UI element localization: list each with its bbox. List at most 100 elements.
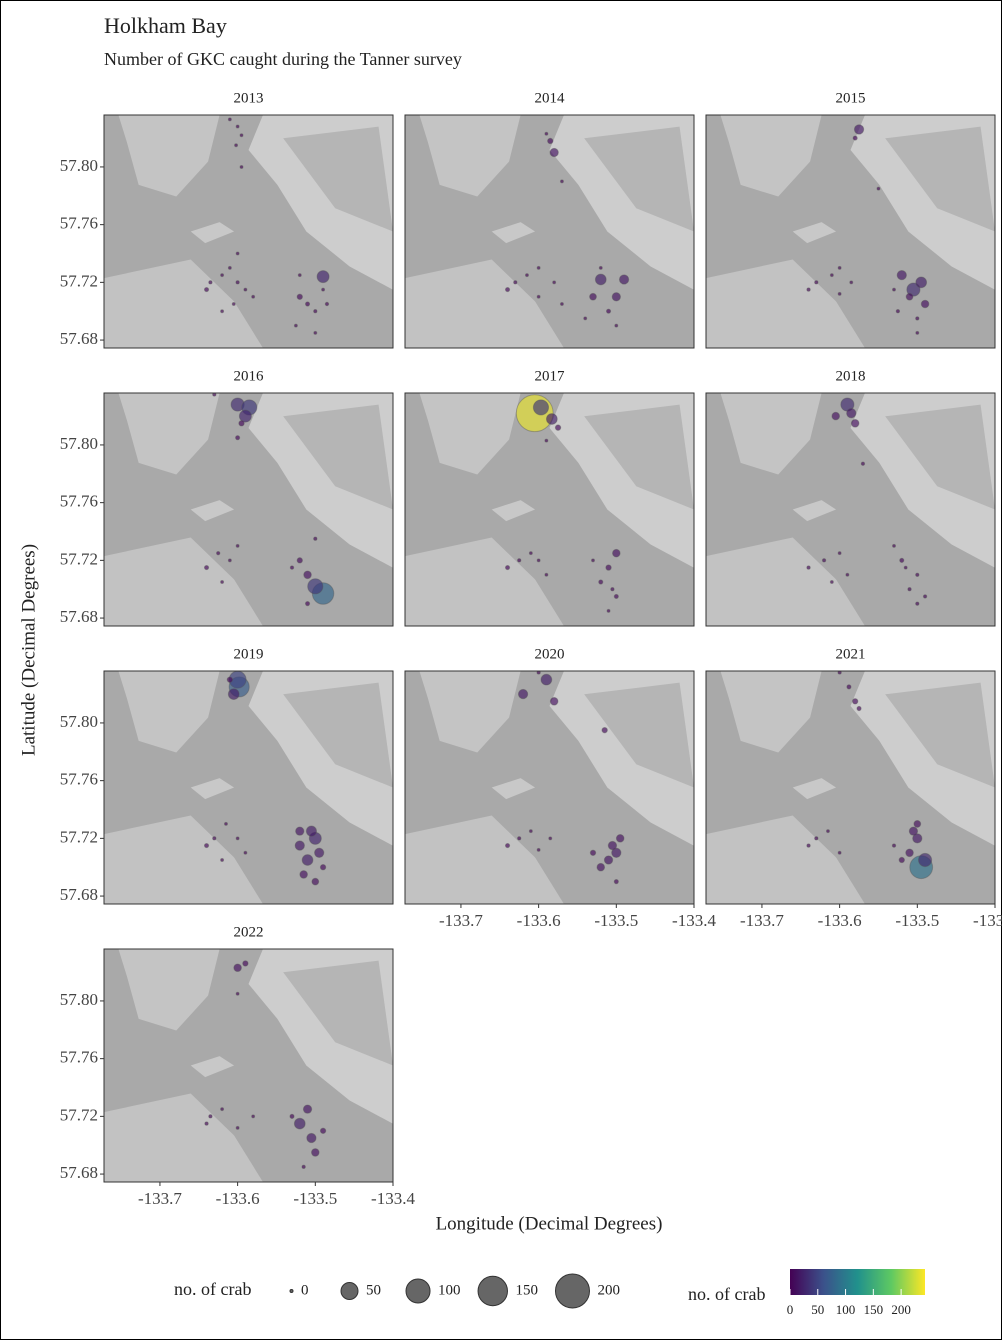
point — [220, 309, 225, 314]
terrain — [118, 115, 220, 197]
terrain — [885, 404, 995, 510]
y-tick-label: 57.72 — [60, 271, 98, 290]
panel — [405, 115, 694, 348]
panel-border — [404, 114, 695, 349]
point — [831, 411, 841, 421]
point — [611, 847, 622, 858]
terrain — [405, 537, 564, 626]
panel-border — [103, 392, 394, 627]
point — [917, 852, 933, 868]
point — [307, 578, 324, 595]
point — [605, 308, 612, 314]
point — [547, 137, 554, 145]
point — [814, 280, 819, 285]
chart-subtitle: Number of GKC caught during the Tanner s… — [104, 49, 462, 69]
point — [216, 550, 221, 556]
colorbar-label: 200 — [891, 1302, 911, 1317]
point — [612, 548, 621, 558]
point — [899, 557, 905, 563]
point — [515, 394, 554, 433]
x-tick-label: -133.7 — [439, 911, 483, 930]
point — [227, 265, 232, 270]
y-tick-label: 57.80 — [60, 990, 98, 1009]
point — [235, 124, 240, 129]
legend-label: 200 — [597, 1282, 620, 1298]
terrain — [720, 115, 822, 197]
point — [208, 280, 213, 285]
point — [895, 309, 901, 314]
point — [251, 294, 256, 299]
terrain — [706, 259, 865, 348]
point — [517, 688, 529, 700]
x-tick-label: -133.6 — [818, 911, 862, 930]
point — [605, 564, 612, 571]
x-tick-label: -133.4 — [672, 911, 716, 930]
point — [825, 829, 830, 834]
point — [607, 840, 618, 851]
point — [302, 1104, 313, 1114]
panel-border — [103, 114, 394, 349]
terrain — [792, 778, 837, 800]
terrain — [491, 222, 536, 244]
point — [204, 1121, 209, 1126]
point — [313, 536, 318, 541]
point — [227, 117, 232, 122]
colorbar-label: 50 — [811, 1302, 824, 1317]
panel-border — [705, 670, 996, 905]
point — [610, 587, 615, 592]
terrain — [584, 404, 694, 510]
y-tick-label: 57.76 — [60, 770, 98, 789]
point — [297, 273, 302, 278]
facet-label: 2014 — [535, 90, 566, 106]
facet-label: 2019 — [234, 646, 264, 662]
point — [814, 836, 819, 841]
terrain — [584, 126, 694, 232]
y-tick-label: 57.80 — [60, 434, 98, 453]
panel-border — [404, 670, 695, 905]
point — [598, 265, 603, 270]
facet-label: 2017 — [535, 368, 566, 384]
colorbar-label: 0 — [787, 1302, 794, 1317]
legend-key — [340, 1282, 359, 1300]
x-tick-label: -133.4 — [973, 911, 1002, 930]
point — [212, 393, 217, 397]
y-tick-label: 57.76 — [60, 214, 98, 233]
point — [837, 671, 842, 675]
point — [845, 572, 850, 577]
y-tick-label: 57.68 — [60, 329, 98, 348]
point — [235, 435, 241, 441]
terrain — [104, 259, 263, 348]
point — [544, 131, 549, 136]
point — [532, 399, 550, 416]
point — [304, 601, 311, 607]
point — [536, 847, 541, 852]
terrain — [190, 500, 235, 522]
point — [552, 280, 557, 285]
point — [235, 836, 240, 841]
point — [613, 593, 619, 600]
point — [536, 558, 541, 563]
point — [528, 829, 533, 834]
point — [545, 413, 558, 425]
terrain — [104, 537, 263, 626]
panel-border — [705, 392, 996, 627]
point — [226, 676, 234, 683]
point — [316, 270, 330, 284]
panel — [104, 949, 393, 1182]
terrain — [190, 778, 235, 800]
terrain — [118, 949, 220, 1031]
point — [251, 1114, 256, 1119]
y-tick-label: 57.72 — [60, 827, 98, 846]
panel — [104, 393, 393, 626]
terrain — [283, 404, 393, 510]
point — [504, 286, 511, 293]
panel — [405, 393, 694, 626]
terrain — [283, 126, 393, 232]
terrain — [720, 393, 822, 475]
point — [303, 570, 312, 580]
facet-label: 2018 — [836, 368, 866, 384]
legend-label: 0 — [301, 1282, 309, 1298]
terrain — [283, 682, 393, 788]
point — [860, 461, 866, 466]
point — [905, 292, 914, 301]
